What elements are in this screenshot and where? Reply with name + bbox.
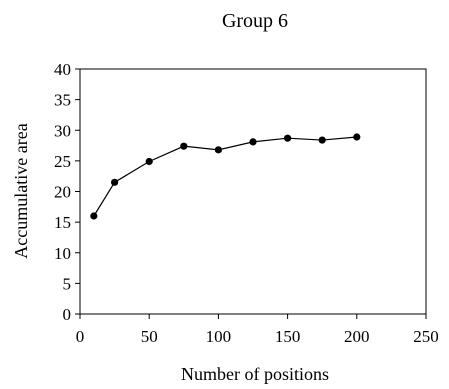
y-tick-label: 0: [63, 305, 72, 324]
x-tick-label: 100: [206, 327, 232, 346]
data-point: [353, 133, 361, 141]
data-point: [90, 212, 98, 220]
x-tick-label: 50: [141, 327, 158, 346]
y-tick-label: 5: [63, 274, 72, 293]
data-point: [145, 157, 153, 166]
data-point: [111, 178, 119, 186]
y-tick-label: 20: [54, 183, 71, 202]
chart-title: Group 6: [222, 10, 288, 32]
data-point: [214, 146, 222, 154]
x-axis-title: Number of positions: [181, 364, 329, 384]
data-point: [318, 136, 326, 144]
y-axis-ticks: 0 5 10 15 20 25 30 35 40: [54, 60, 80, 324]
y-tick-label: 40: [54, 60, 71, 79]
x-tick-label: 250: [413, 327, 439, 346]
y-axis-title: Accumulative area: [11, 123, 31, 258]
series-layer: [90, 133, 361, 220]
y-tick-label: 30: [54, 121, 71, 140]
data-point: [180, 142, 188, 150]
plot-area-frame: [79, 68, 427, 315]
x-tick-label: 200: [344, 327, 370, 346]
data-point: [284, 134, 292, 142]
series-line: [93, 136, 357, 217]
x-tick-label: 0: [76, 327, 85, 346]
y-tick-label: 10: [54, 244, 71, 263]
data-point: [249, 138, 257, 146]
x-tick-label: 150: [275, 327, 301, 346]
y-tick-label: 25: [54, 152, 71, 171]
y-tick-label: 15: [54, 213, 71, 232]
x-axis-ticks: 0 50 100 150 200 250: [76, 314, 439, 346]
y-tick-label: 35: [54, 91, 71, 110]
